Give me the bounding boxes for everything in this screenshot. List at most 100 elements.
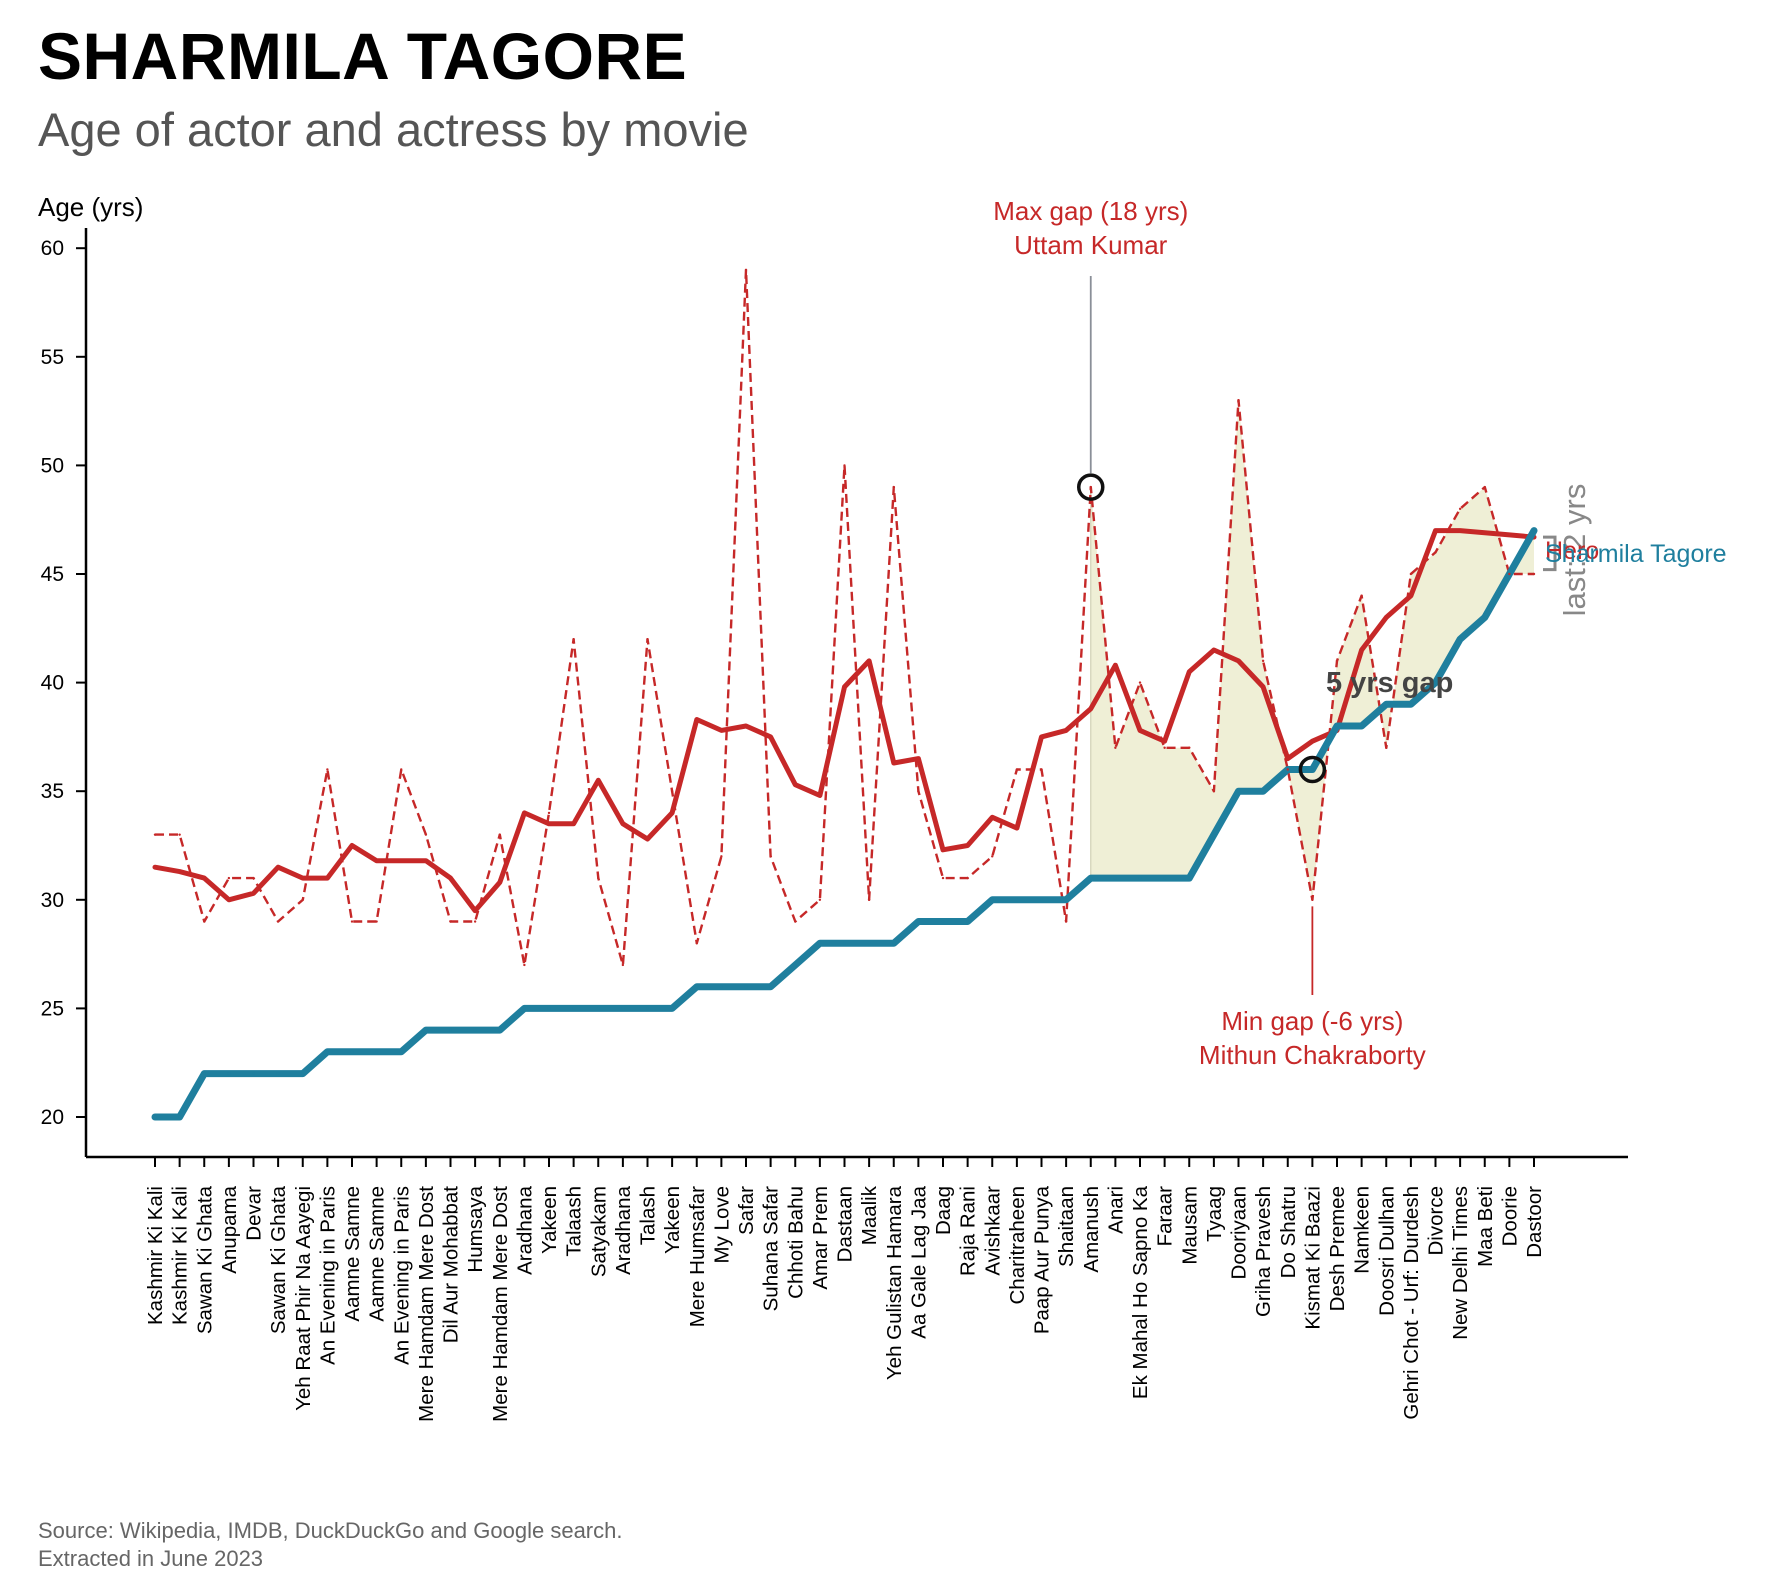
hero-point	[1483, 485, 1486, 489]
x-tick-label: Doosri Dulhan	[1375, 1186, 1398, 1316]
x-tick-label: Kashmir Ki Kali	[144, 1186, 167, 1325]
hero-point	[1532, 572, 1536, 576]
x-tick-label: Desh Premee	[1326, 1186, 1349, 1311]
actress-point	[646, 1006, 649, 1010]
y-tick-label: 35	[41, 780, 64, 803]
x-tick-label: Yakeen	[661, 1186, 684, 1254]
y-tick-label: 40	[41, 672, 64, 695]
source-note: Source: Wikipedia, IMDB, DuckDuckGo and …	[38, 1517, 622, 1573]
actress-point	[227, 1072, 231, 1076]
x-tick-label: Yeh Raat Phir Na Aayegi	[292, 1186, 315, 1411]
chart-title: SHARMILA TAGORE	[38, 19, 688, 93]
hero-point	[375, 920, 378, 923]
hero-point	[769, 855, 772, 858]
x-tick-label: Humsaya	[464, 1185, 487, 1272]
hero-point	[1286, 768, 1289, 771]
x-tick-label: Sawan Ki Ghata	[267, 1185, 290, 1334]
actress-point	[966, 920, 970, 924]
actress-point	[1089, 876, 1093, 880]
actress-point	[916, 920, 920, 924]
max-gap-marker	[1077, 473, 1105, 501]
last-gap-bracket	[1543, 535, 1557, 572]
actress-point	[1040, 898, 1043, 902]
y-axis-label: Age (yrs)	[38, 192, 143, 222]
y-tick-label: 45	[41, 563, 64, 586]
actress-point	[276, 1072, 280, 1076]
min-gap-actor: Mithun Chakraborty	[1199, 1040, 1426, 1070]
hero-point	[1434, 551, 1437, 554]
x-tick-label: Satyakam	[587, 1186, 610, 1277]
hero-point	[991, 855, 994, 858]
x-tick-label: Namkeen	[1351, 1186, 1374, 1274]
actress-point	[695, 985, 699, 989]
x-tick-label: Amar Prem	[809, 1186, 832, 1290]
actress-point	[424, 1028, 428, 1032]
min-gap-label: Min gap (-6 yrs)	[1221, 1006, 1403, 1036]
actress-point	[621, 1006, 625, 1010]
hero-point	[227, 876, 231, 880]
actress-point	[670, 1006, 674, 1010]
x-tick-label: Sawan Ki Ghata	[193, 1185, 216, 1334]
x-tick-label: Kismat Ki Baazi	[1301, 1186, 1324, 1330]
x-tick-label: Charitraheen	[1006, 1186, 1029, 1305]
x-tick-label: Gehri Chot - Urf: Durdesh	[1400, 1186, 1423, 1420]
actress-point	[350, 1050, 354, 1054]
x-tick-label: Yakeen	[538, 1186, 561, 1254]
actress-point	[1532, 529, 1536, 533]
actress-point	[1310, 767, 1314, 771]
x-tick-label: An Evening in Paris	[316, 1186, 339, 1365]
hero-point	[1458, 507, 1462, 511]
max-gap-label: Max gap (18 yrs)	[993, 196, 1188, 226]
hero-rolling-line	[152, 528, 1537, 914]
actress-point	[252, 1072, 255, 1076]
hero-point	[1138, 681, 1142, 684]
hero-point	[1508, 572, 1511, 576]
hero-line-label: Hero	[1545, 537, 1599, 565]
hero-point	[941, 876, 945, 880]
hero-point	[695, 942, 698, 945]
x-tick-label: Aa Gale Lag Jaa	[907, 1185, 930, 1338]
actress-point	[744, 985, 748, 989]
gap-note: 5 yrs gap	[1326, 667, 1453, 699]
y-tick-label: 60	[41, 237, 64, 260]
actress-point	[818, 941, 822, 945]
x-tick-label: Aradhana	[513, 1185, 536, 1275]
x-tick-label: Mere Hamdam Mere Dost	[415, 1186, 438, 1422]
x-tick-label: Kashmir Ki Kali	[169, 1186, 192, 1325]
gap-shading	[1090, 400, 1534, 900]
x-tick-label: Dastaan	[834, 1186, 857, 1262]
hero-point	[1188, 746, 1191, 749]
actress-point	[547, 1006, 551, 1010]
x-tick-label: Talaash	[563, 1186, 586, 1257]
x-tick-label: Maa Beti	[1474, 1186, 1497, 1267]
actress-point	[769, 985, 773, 989]
x-tick-label: Safar	[735, 1186, 758, 1235]
hero-point	[1261, 659, 1265, 663]
x-tick-label: Dooriyaan	[1228, 1186, 1251, 1279]
x-tick-label: Anari	[1104, 1186, 1127, 1234]
source-line: Source: Wikipedia, IMDB, DuckDuckGo and …	[38, 1518, 623, 1543]
x-tick-label: Aamne Samne	[366, 1186, 389, 1322]
hero-point	[621, 963, 625, 967]
x-tick-label: Paap Aur Punya	[1031, 1185, 1054, 1334]
actress-point	[596, 1006, 600, 1010]
hero-point	[252, 876, 255, 880]
x-tick-label: My Love	[710, 1186, 733, 1263]
actress-point	[1138, 876, 1142, 880]
extracted-date: Extracted in June 2023	[38, 1546, 264, 1571]
hero-point	[400, 768, 403, 771]
x-tick-label: Dil Aur Mohabbat	[440, 1186, 463, 1344]
x-tick-label: Aradhana	[612, 1185, 635, 1275]
actress-point	[1483, 615, 1487, 619]
hero-point	[670, 790, 674, 793]
hero-point	[1385, 746, 1388, 749]
x-tick-label: Avishkaar	[981, 1186, 1004, 1276]
actress-point	[399, 1050, 403, 1054]
hero-point	[1114, 746, 1117, 749]
actress-point	[793, 963, 797, 967]
y-tick-label: 25	[41, 997, 64, 1020]
hero-point	[744, 268, 748, 272]
actress-point	[1458, 637, 1462, 641]
x-tick-label: Tyaag	[1203, 1186, 1226, 1242]
hero-point	[301, 898, 304, 901]
